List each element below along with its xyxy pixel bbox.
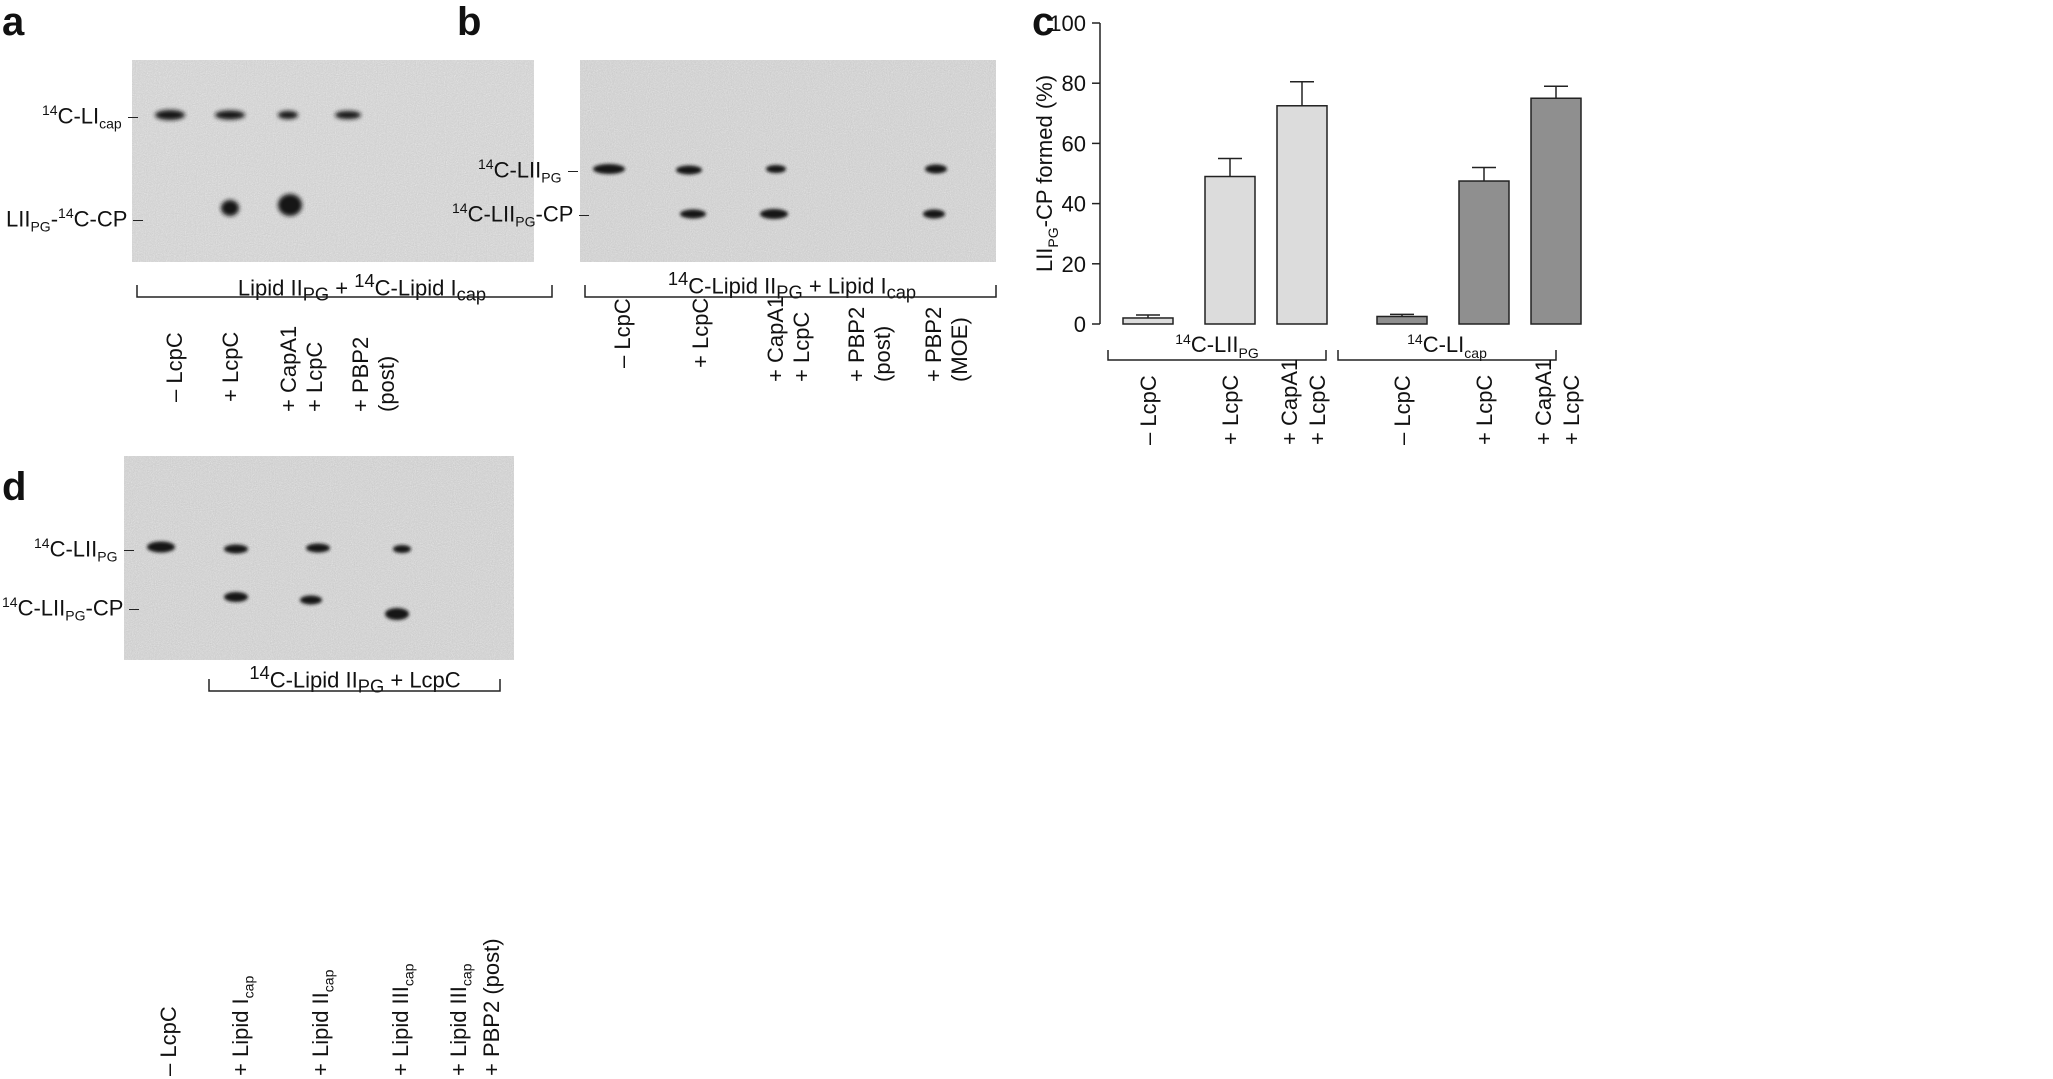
y-axis-label: LIIPG-CP formed (%) xyxy=(1032,75,1061,272)
band xyxy=(224,592,248,602)
band xyxy=(300,595,322,605)
band xyxy=(676,165,702,175)
band xyxy=(680,209,706,219)
bar xyxy=(1276,105,1328,325)
band xyxy=(278,111,298,119)
band xyxy=(306,543,330,553)
band xyxy=(224,544,248,554)
panel-a-bracket xyxy=(136,285,553,298)
panel-d-bracket xyxy=(208,679,501,692)
y-tick-label: 80 xyxy=(1062,71,1086,96)
y-tick-label: 40 xyxy=(1062,192,1086,217)
panel-a-band-label-top: 14C-LIcap xyxy=(42,103,138,131)
category-label: – LcpC xyxy=(1390,375,1415,445)
panel-a-letter: a xyxy=(2,0,25,44)
band xyxy=(923,209,945,219)
panel-d-lane-label: + Lipid IIcap xyxy=(308,969,337,1076)
group-label: 14C-LIIPG xyxy=(1175,331,1259,361)
panel-b-letter: b xyxy=(457,0,482,44)
panel-b-band-label-top: 14C-LIIPG xyxy=(478,157,578,185)
panel-b-lane-label: + PBP2 (post) xyxy=(844,306,895,382)
category-label: + CapA1 xyxy=(1277,359,1302,445)
bar xyxy=(1376,315,1428,325)
band xyxy=(335,111,361,119)
panel-d-lane-label: – LcpC xyxy=(156,1006,181,1076)
bar xyxy=(1122,317,1174,325)
panel-a-lane-label: – LcpC xyxy=(162,332,187,402)
panel-b-gel-image xyxy=(580,60,996,262)
panel-d-letter: d xyxy=(2,465,27,509)
band xyxy=(278,194,302,216)
band xyxy=(215,110,245,120)
panel-b-lane-label: + LcpC xyxy=(688,297,713,368)
group-bracket xyxy=(1107,350,1327,361)
panel-d-band-label-bottom: 14C-LIIPG-CP xyxy=(2,595,140,623)
panel-a-gel-image xyxy=(132,60,534,262)
band xyxy=(593,164,625,174)
category-label: + LcpC xyxy=(1218,375,1243,445)
category-label: + LcpC xyxy=(1305,375,1330,445)
panel-a-lane-label: + CapA1 + LcpC xyxy=(276,325,327,412)
y-tick-label: 0 xyxy=(1074,312,1086,337)
panel-b-lane-label: – LcpC xyxy=(610,298,635,368)
panel-d-lane-label: + Lipid IIIcap xyxy=(388,963,417,1076)
panel-a-band-label-bottom: LIIPG-14C-CP xyxy=(6,206,144,234)
y-tick-label: 20 xyxy=(1062,252,1086,277)
panel-b-lane-label: + CapA1 + LcpC xyxy=(763,295,814,382)
bar xyxy=(1458,180,1510,325)
panel-c-bar-chart: 0 20 40 60 80 100 LIIPG-CP formed (%) 14C-LIIPG… xyxy=(1032,11,1584,445)
bar xyxy=(1204,175,1256,325)
band xyxy=(766,165,786,173)
panel-d-gel-image xyxy=(124,456,514,660)
band xyxy=(221,200,239,216)
y-tick-label: 100 xyxy=(1049,11,1086,36)
category-label: + LcpC xyxy=(1472,375,1497,445)
panel-c-letter: c xyxy=(1032,0,1055,44)
panel-a-condition-label: Lipid IIPG + 14C-Lipid Icap xyxy=(237,270,487,305)
group-label: 14C-LIcap xyxy=(1407,331,1487,361)
panel-b-condition-label: 14C-Lipid IIPG + Lipid Icap xyxy=(667,268,917,303)
category-label: + CapA1 xyxy=(1531,359,1556,445)
band xyxy=(925,164,947,174)
band xyxy=(147,541,175,553)
panel-a-lane-label: + LcpC xyxy=(218,331,243,402)
panel-b-bracket xyxy=(584,285,997,298)
category-label: – LcpC xyxy=(1136,375,1161,445)
panel-a-lane-label: + PBP2 (post) xyxy=(348,336,399,412)
category-label: + LcpC xyxy=(1559,375,1584,445)
panel-b-lane-label: + PBP2 (MOE) xyxy=(921,306,972,382)
y-tick-label: 60 xyxy=(1062,131,1086,156)
band xyxy=(393,545,411,553)
group-bracket xyxy=(1337,350,1557,361)
panel-d-lane-label: + Lipid Icap xyxy=(228,975,257,1076)
panel-b-band-label-bottom: 14C-LIIPG-CP xyxy=(452,201,590,229)
band xyxy=(760,209,788,219)
bar xyxy=(1530,97,1582,325)
panel-d-band-label-top: 14C-LIIPG xyxy=(34,536,134,564)
panel-d-lane-label: + Lipid IIIcap + PBP2 (post) xyxy=(446,938,505,1076)
band xyxy=(385,608,409,620)
band xyxy=(155,110,185,120)
